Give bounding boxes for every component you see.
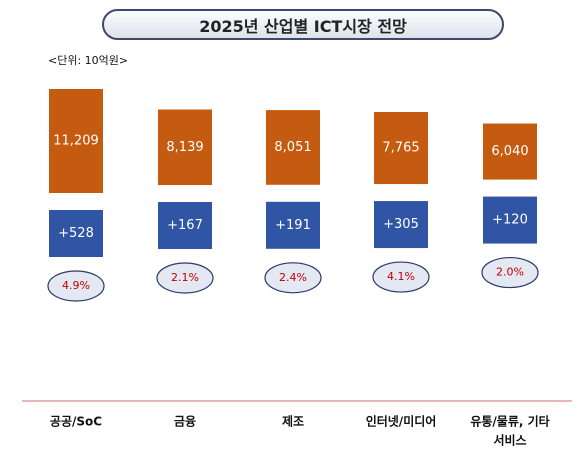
increase-value-label: +120 xyxy=(492,213,528,228)
growth-rate-label: 2.0% xyxy=(496,266,524,279)
market-bar xyxy=(266,110,320,185)
increase-bar xyxy=(158,202,212,250)
market-bar xyxy=(374,112,428,185)
increase-bar xyxy=(266,201,320,249)
growth-rate-badge xyxy=(156,262,214,294)
market-bar xyxy=(49,89,103,193)
category-label: 인터넷/미디어 xyxy=(366,414,437,429)
category-label: 제조 xyxy=(282,415,304,429)
category-label: 서비스 xyxy=(493,433,526,448)
market-value-label: 7,765 xyxy=(382,141,419,156)
market-value-label: 8,051 xyxy=(274,140,311,155)
growth-rate-badge xyxy=(481,256,539,289)
growth-rate-label: 2.4% xyxy=(279,271,307,284)
growth-rate-label: 2.1% xyxy=(171,271,199,284)
growth-rate-badge xyxy=(264,262,322,294)
unit-label: <단위: 10억원> xyxy=(48,54,129,67)
growth-rate-badge xyxy=(47,270,105,302)
increase-value-label: +528 xyxy=(58,226,94,241)
category-label: 공공/SoC xyxy=(50,415,102,429)
increase-value-label: +167 xyxy=(167,218,203,233)
chart-title: 2025년 산업별 ICT시장 전망 xyxy=(102,9,504,40)
market-value-label: 8,139 xyxy=(166,140,203,155)
growth-rate-label: 4.1% xyxy=(387,270,415,283)
category-label: 금융 xyxy=(174,414,196,429)
increase-bar xyxy=(49,210,103,257)
growth-rate-label: 4.9% xyxy=(62,279,90,292)
market-value-label: 6,040 xyxy=(491,144,528,159)
category-label: 유통/물류, 기타 xyxy=(470,414,549,429)
market-bar xyxy=(483,123,537,180)
increase-value-label: +191 xyxy=(275,218,311,233)
market-bar xyxy=(158,109,212,186)
increase-bar xyxy=(483,196,537,244)
increase-bar xyxy=(374,201,428,249)
increase-value-label: +305 xyxy=(383,217,419,232)
market-value-label: 11,209 xyxy=(53,134,99,149)
growth-rate-badge xyxy=(372,261,430,293)
